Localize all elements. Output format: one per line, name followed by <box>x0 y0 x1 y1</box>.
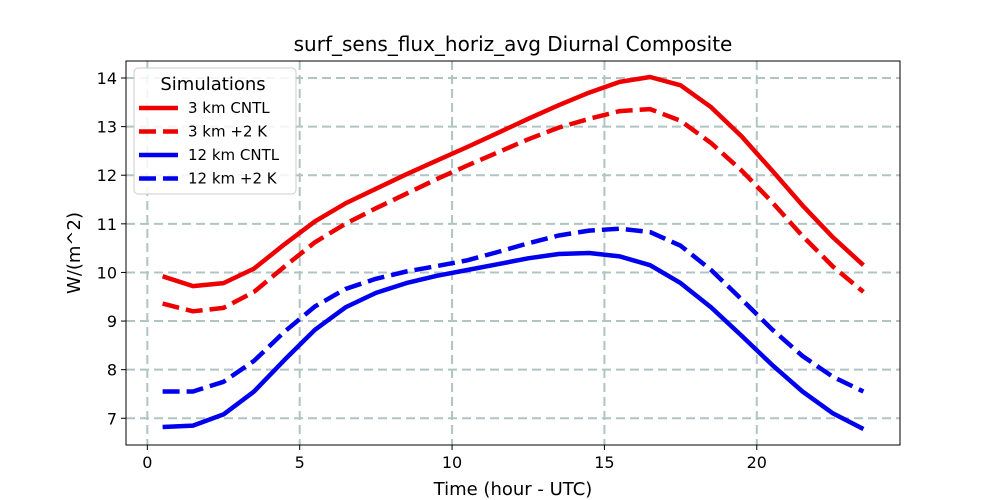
x-tick-label: 20 <box>747 453 767 472</box>
x-tick-label: 5 <box>295 453 305 472</box>
y-tick-label: 13 <box>97 118 117 137</box>
y-tick-label: 11 <box>97 215 117 234</box>
y-tick-label: 7 <box>107 409 117 428</box>
legend-label: 3 km CNTL <box>188 99 270 117</box>
x-tick-label: 0 <box>142 453 152 472</box>
series-line-4 <box>162 226 865 394</box>
y-tick-label: 10 <box>97 263 117 282</box>
y-tick-label: 14 <box>97 69 117 88</box>
y-tick-label: 9 <box>107 312 117 331</box>
axis-ticks: 0 5 10 15 20 7 8 9 10 11 12 13 14 <box>97 69 767 472</box>
y-tick-label: 12 <box>97 166 117 185</box>
x-axis-label: Time (hour - UTC) <box>433 479 593 500</box>
plot-series <box>161 74 865 432</box>
plot-frame <box>125 60 901 446</box>
y-tick-label: 8 <box>107 361 117 380</box>
series-line-2 <box>162 106 865 314</box>
legend-label: 12 km CNTL <box>188 146 280 164</box>
series-line-3 <box>162 250 865 432</box>
x-tick-label: 10 <box>442 453 462 472</box>
chart-title: surf_sens_flux_horiz_avg Diurnal Composi… <box>294 32 733 56</box>
legend-box <box>133 67 297 195</box>
x-tick-label: 15 <box>594 453 614 472</box>
legend-entries: 3 km CNTL 3 km +2 K 12 km CNTL 12 km +2 K <box>139 99 280 188</box>
series-line-1 <box>161 74 865 289</box>
grid <box>126 61 900 445</box>
legend-label: 12 km +2 K <box>188 170 278 188</box>
legend-label: 3 km +2 K <box>188 123 268 141</box>
legend-title: Simulations <box>160 74 265 95</box>
y-axis-label: W/(m^2) <box>64 212 85 294</box>
legend: Simulations 3 km CNTL 3 km +2 K 12 km CNTL… <box>133 67 297 195</box>
